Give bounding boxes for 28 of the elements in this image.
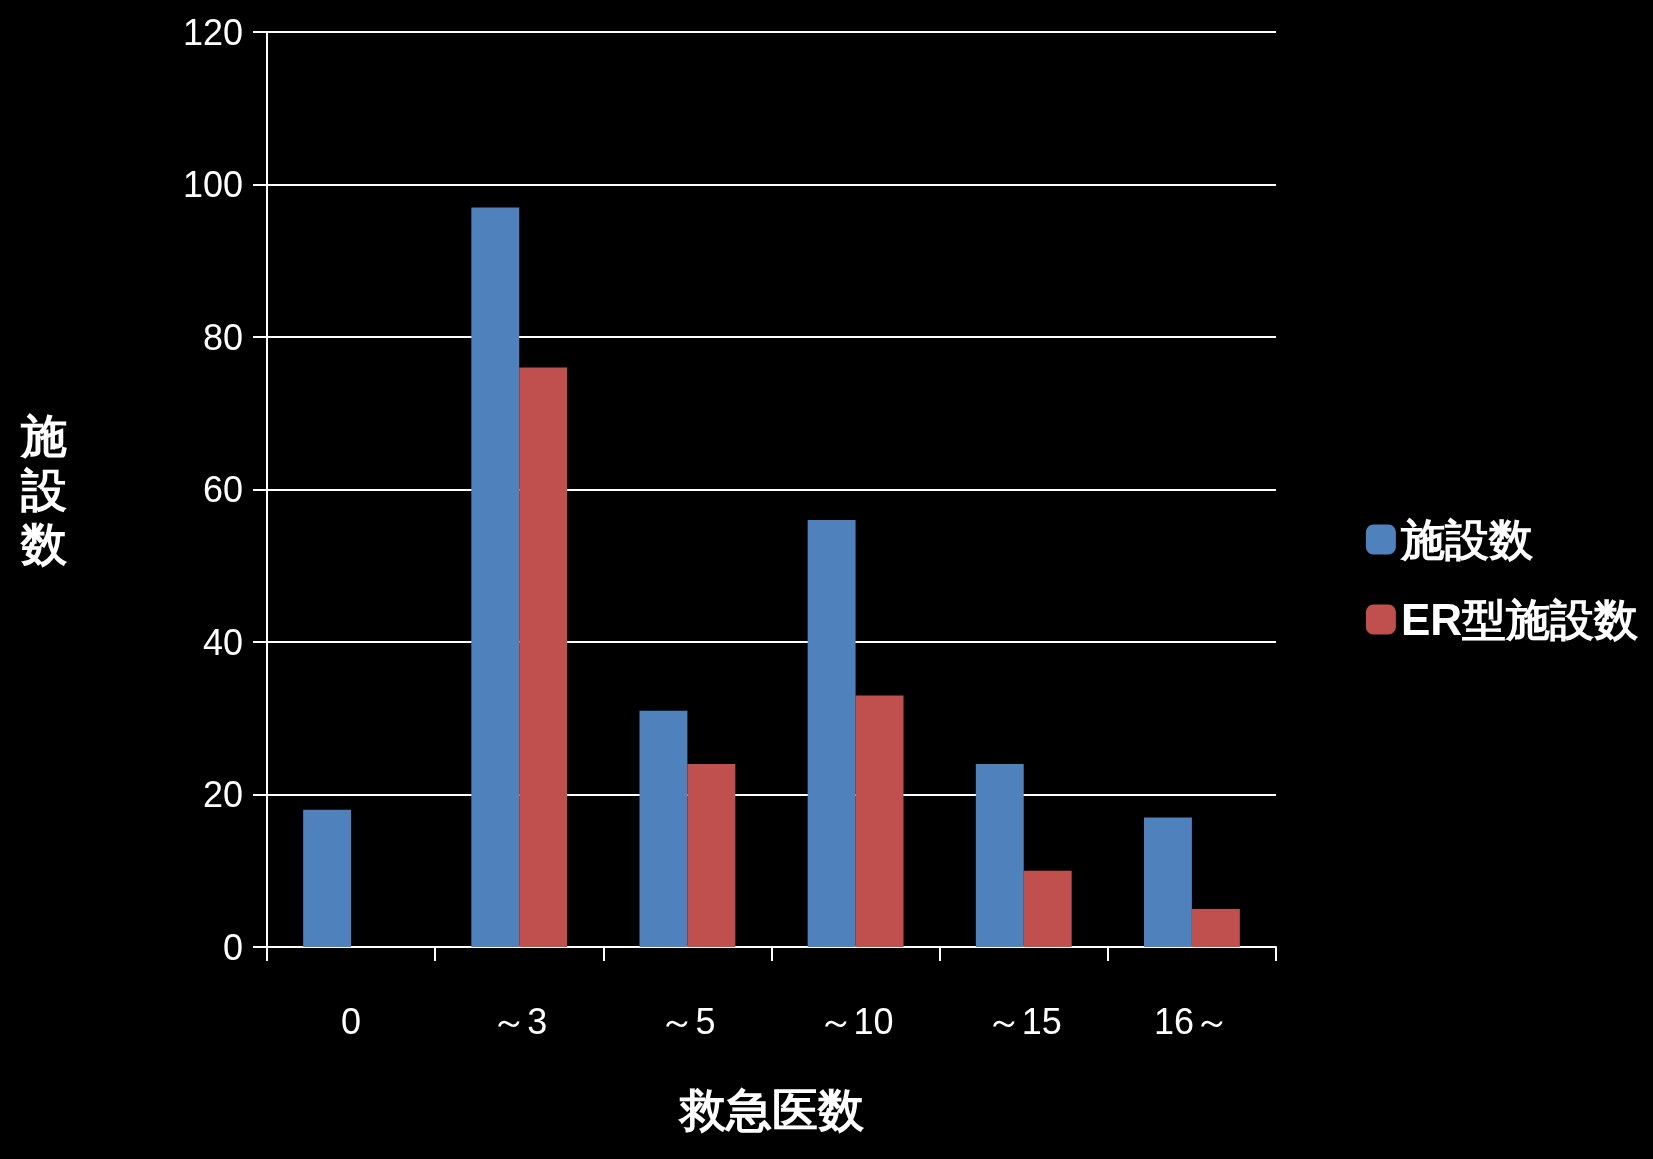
y-tick-label: 20 xyxy=(202,774,243,815)
y-tick-label: 0 xyxy=(222,926,243,968)
x-tick-label: ～10 xyxy=(817,1000,894,1042)
bar xyxy=(639,710,688,947)
bar xyxy=(303,809,352,947)
y-tick-label: 100 xyxy=(182,164,243,205)
bar xyxy=(1143,817,1192,947)
y-tick-label: 40 xyxy=(202,621,243,663)
bar xyxy=(807,520,856,947)
bar xyxy=(519,367,568,947)
y-tick-label: 80 xyxy=(202,316,243,358)
x-tick-label: ～3 xyxy=(491,1000,548,1042)
y-tick-label: 60 xyxy=(202,469,243,510)
bar xyxy=(855,695,904,947)
bar xyxy=(975,764,1024,947)
y-axis-title: 施設数 xyxy=(19,409,68,570)
bar xyxy=(687,764,736,947)
bar xyxy=(1023,870,1072,947)
y-tick-label: 120 xyxy=(182,11,243,53)
x-tick-label: 0 xyxy=(341,1000,362,1042)
x-tick-label: 16～ xyxy=(1153,1000,1230,1042)
bar xyxy=(1191,908,1240,947)
legend-label: 施設数 xyxy=(1398,515,1534,564)
x-tick-label: ～5 xyxy=(659,1000,716,1042)
x-tick-label: ～15 xyxy=(985,1000,1062,1042)
legend-label: ER型施設数 xyxy=(1400,595,1639,644)
bar xyxy=(471,207,520,947)
x-axis-title: 救急医数 xyxy=(677,1084,865,1136)
